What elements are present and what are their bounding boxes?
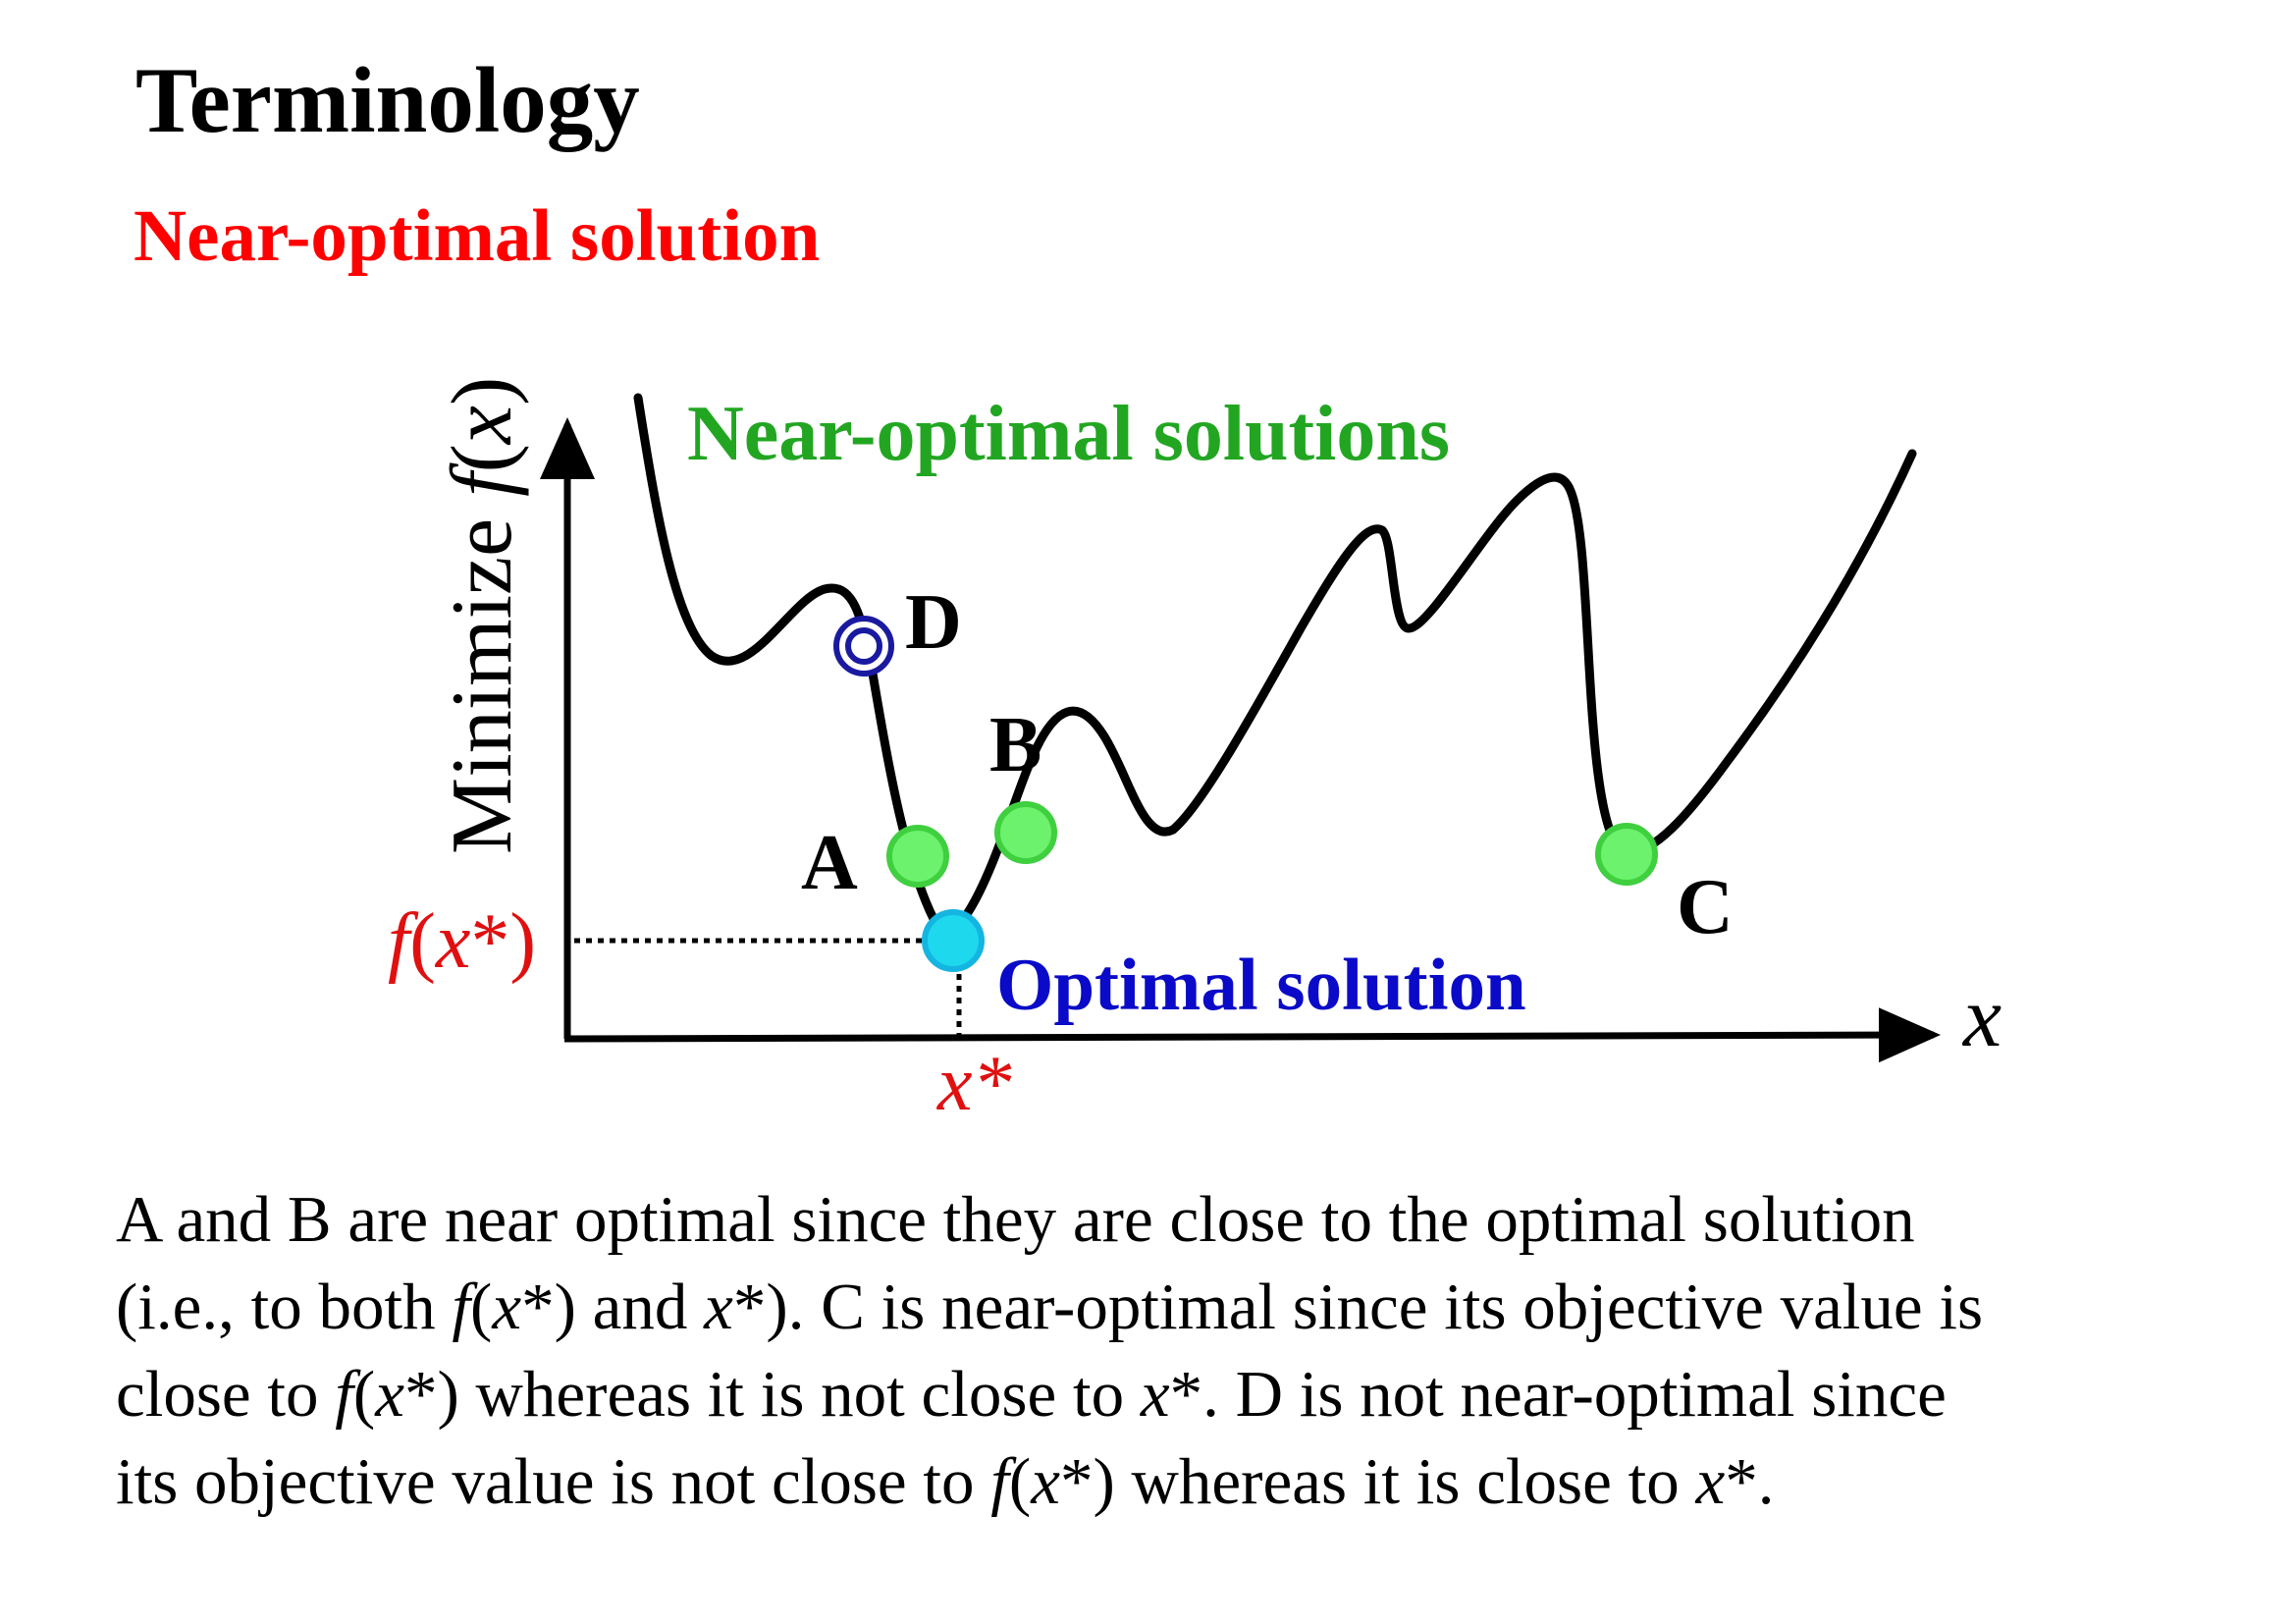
math-x: x (704, 1271, 733, 1343)
near-optimal-solutions-label: Near-optimal solutions (687, 391, 1450, 477)
page-title: Terminology (135, 48, 640, 152)
math-f: f (335, 1358, 353, 1431)
y-axis-label-x: x (435, 406, 530, 446)
math-x: x (1695, 1445, 1726, 1518)
text-fragment: *) and (521, 1271, 705, 1343)
paragraph-line-4: its objective value is not close to f(x*… (116, 1438, 2256, 1526)
point-b (994, 801, 1057, 864)
fx-star-label: f(x*) (388, 898, 536, 985)
math-f: f (452, 1271, 471, 1343)
text-fragment: ( (1008, 1445, 1032, 1518)
explanation-paragraph: A and B are near optimal since they are … (116, 1176, 2256, 1526)
fx-star-x: x (435, 898, 471, 985)
fx-star-close: *) (470, 898, 536, 985)
point-d-label: D (905, 579, 962, 666)
text-fragment: its objective value is not close to (116, 1445, 991, 1518)
point-d-inner (845, 627, 882, 665)
y-axis-label: Minimize f(x) (435, 377, 530, 854)
math-x: x (1140, 1358, 1170, 1431)
optimal-point (922, 909, 985, 972)
paragraph-line-2: (i.e., to both f(x*) and x*). C is near-… (116, 1264, 2256, 1351)
math-x: x (492, 1271, 522, 1343)
x-axis-label: x (1961, 970, 2002, 1065)
text-fragment: ( (470, 1271, 493, 1343)
x-axis (563, 1007, 1941, 1063)
y-axis-label-open: ( (435, 444, 530, 472)
math-f: f (990, 1445, 1009, 1518)
point-c (1595, 823, 1658, 886)
point-b-label: B (989, 702, 1041, 788)
paragraph-line-1: A and B are near optimal since they are … (116, 1183, 1915, 1256)
section-subtitle: Near-optimal solution (133, 195, 821, 277)
text-fragment: *. D is not near-optimal since (1169, 1358, 1947, 1431)
math-x: x (375, 1358, 404, 1431)
optimal-solution-label: Optimal solution (996, 945, 1526, 1026)
point-c-label: C (1677, 864, 1734, 950)
point-a (886, 825, 949, 888)
point-a-label: A (801, 820, 858, 906)
text-fragment: *. (1725, 1445, 1775, 1518)
paragraph-line-3: close to f(x*) whereas it is not close t… (116, 1351, 2256, 1438)
text-fragment: close to (116, 1358, 336, 1431)
x-star-label: x* (936, 1041, 1012, 1127)
text-fragment: *) whereas it is close to (1059, 1445, 1696, 1518)
fx-star-open: ( (409, 898, 436, 985)
objective-curve (633, 393, 1917, 943)
y-axis-label-prefix: Minimize (435, 497, 530, 854)
text-fragment: (i.e., to both (116, 1271, 453, 1343)
text-fragment: *) whereas it is not close to (403, 1358, 1141, 1431)
text-fragment: ( (352, 1358, 376, 1431)
math-x: x (1031, 1445, 1060, 1518)
y-axis-label-close: ) (435, 377, 530, 406)
text-fragment: *). C is near-optimal since its objectiv… (732, 1271, 1984, 1343)
